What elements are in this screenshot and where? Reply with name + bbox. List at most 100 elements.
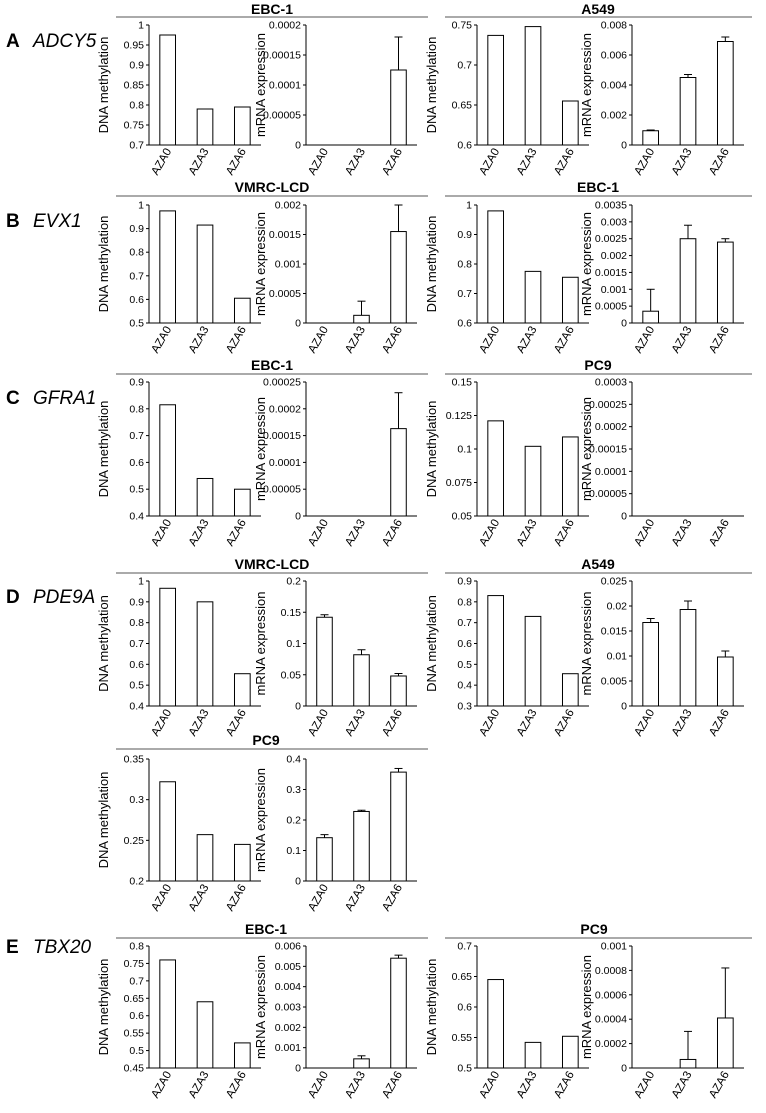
y-tick-label: 0.6	[457, 318, 472, 330]
y-tick-label: 0.65	[452, 100, 473, 112]
cell-line-titles: EBC-1 A549 VMRC-LCD EBC-1 EBC-1 PC9 VMRC…	[116, 1, 752, 939]
y-tick-label: 1	[138, 20, 144, 32]
y-tick-label: 0.05	[452, 511, 473, 523]
y-tick-label: 0.75	[124, 120, 145, 132]
gene-name-adcy5: ADCY5	[32, 31, 97, 52]
bar	[353, 654, 370, 707]
bar	[561, 276, 579, 324]
y-tick-label: 0.15	[281, 607, 302, 619]
y-tick-label: 0.8	[129, 617, 144, 629]
x-category-label: AZA3	[670, 325, 695, 356]
x-category-label: AZA6	[707, 708, 732, 739]
y-tick-label: 0.0008	[595, 965, 627, 977]
y-tick-label: 0.0003	[595, 377, 627, 389]
y-tick-label: 0.0002	[269, 403, 301, 415]
y-axis-label: DNA methylation	[96, 772, 111, 869]
y-tick-label: 0.6	[457, 140, 472, 152]
bar	[196, 834, 214, 882]
y-tick-label: 0.7	[129, 638, 144, 650]
y-tick-label: 0	[295, 511, 301, 523]
y-tick-label: 0.006	[601, 50, 627, 62]
y-tick-label: 0.65	[124, 993, 145, 1005]
y-tick-label: 0.6	[457, 638, 472, 650]
bar	[487, 210, 505, 324]
y-tick-label: 0	[295, 140, 301, 152]
y-tick-label: 0.0005	[269, 288, 301, 300]
x-category-label: AZA3	[515, 708, 540, 739]
y-tick-label: 0.6	[129, 294, 144, 306]
bar	[196, 108, 214, 146]
bar-chart: 0.3 0.4 0.5 0.6 0.7 0.8 0.9 DNA methylation AZA0…	[424, 576, 589, 739]
bar	[316, 837, 333, 882]
y-tick-label: 0.7	[129, 975, 144, 987]
y-tick-label: 0.1	[286, 845, 301, 857]
y-axis-label: DNA methylation	[96, 216, 111, 313]
y-tick-label: 0.2	[286, 576, 301, 588]
x-category-label: AZA3	[515, 325, 540, 356]
y-tick-label: 0.55	[452, 1032, 473, 1044]
y-tick-label: 0.6	[129, 1010, 144, 1022]
bar	[679, 238, 697, 324]
x-category-label: AZA6	[380, 883, 405, 914]
x-category-label: AZA0	[306, 708, 331, 739]
bar-chart: 0.4 0.5 0.6 0.7 0.8 0.9 DNA methylation AZA0 AZA…	[96, 377, 261, 548]
y-tick-label: 0.75	[452, 20, 473, 32]
y-tick-label: 1	[138, 576, 144, 588]
y-tick-label: 0.45	[124, 1063, 145, 1075]
y-tick-label: 0.85	[124, 80, 145, 92]
bar	[679, 77, 697, 146]
x-category-label: AZA3	[515, 147, 540, 178]
x-category-label: AZA6	[224, 708, 249, 739]
y-tick-label: 0.6	[129, 457, 144, 469]
bar	[390, 231, 407, 324]
bar	[159, 34, 177, 146]
bar-chart: 0 0.002 0.004 0.006 0.008 mRNA expression AZA0…	[579, 20, 744, 178]
y-tick-label: 0.002	[275, 200, 301, 212]
y-tick-label: 0.1	[286, 638, 301, 650]
bar	[561, 436, 579, 517]
x-category-label: AZA6	[552, 1070, 577, 1101]
cell-title: EBC-1	[245, 921, 287, 937]
x-category-label: AZA6	[224, 146, 249, 177]
y-axis-label: DNA methylation	[96, 401, 111, 498]
bar-chart: 0.5 0.6 0.7 0.8 0.9 1 DNA methylation AZA0 AZA3 A…	[96, 200, 261, 355]
panel-letter-b: B	[6, 211, 20, 232]
y-tick-label: 0.0002	[269, 20, 301, 32]
x-category-label: AZA6	[380, 708, 405, 739]
bar	[196, 477, 214, 517]
y-tick-label: 0.7	[457, 288, 472, 300]
y-axis-label: mRNA expression	[253, 397, 268, 501]
bar-chart: 0 0.00005 0.0001 0.00015 0.0002 0.00025 mRNA e…	[253, 377, 417, 548]
y-tick-label: 0.5	[129, 318, 144, 330]
y-tick-label: 1	[138, 200, 144, 212]
y-tick-label: 0	[295, 876, 301, 888]
cell-title: VMRC-LCD	[235, 179, 310, 195]
y-axis-label: mRNA expression	[579, 397, 594, 501]
y-axis-label: DNA methylation	[424, 216, 439, 313]
y-tick-label: 0.3	[457, 701, 472, 713]
y-tick-label: 0.9	[457, 576, 472, 588]
x-category-label: AZA0	[632, 708, 657, 739]
y-axis-label: DNA methylation	[96, 37, 111, 134]
x-category-label: AZA0	[477, 708, 502, 739]
x-category-label: AZA0	[149, 1070, 174, 1101]
x-category-label: AZA3	[187, 708, 212, 739]
bar	[716, 241, 734, 324]
x-category-label: AZA3	[515, 518, 540, 549]
cell-title: VMRC-LCD	[235, 556, 310, 572]
x-category-label: AZA6	[707, 147, 732, 178]
bar	[233, 1042, 251, 1069]
x-category-label: AZA3	[343, 147, 368, 178]
bar-chart: 0.6 0.65 0.7 0.75 DNA methylation AZA0 AZA3 AZA…	[424, 20, 589, 178]
y-tick-label: 0.9	[129, 60, 144, 72]
y-tick-label: 0.05	[281, 669, 302, 681]
bar	[233, 673, 251, 707]
y-axis-label: mRNA expression	[579, 955, 594, 1059]
y-tick-label: 0.55	[124, 1028, 145, 1040]
x-category-label: AZA0	[306, 147, 331, 178]
x-category-label: AZA6	[707, 325, 732, 356]
y-tick-label: 0.075	[446, 477, 472, 489]
panel-labels: A ADCY5 B EVX1 C GFRA1 D PDE9A E TBX20	[6, 31, 97, 958]
y-axis-label: mRNA expression	[253, 955, 268, 1059]
bar	[159, 210, 177, 324]
